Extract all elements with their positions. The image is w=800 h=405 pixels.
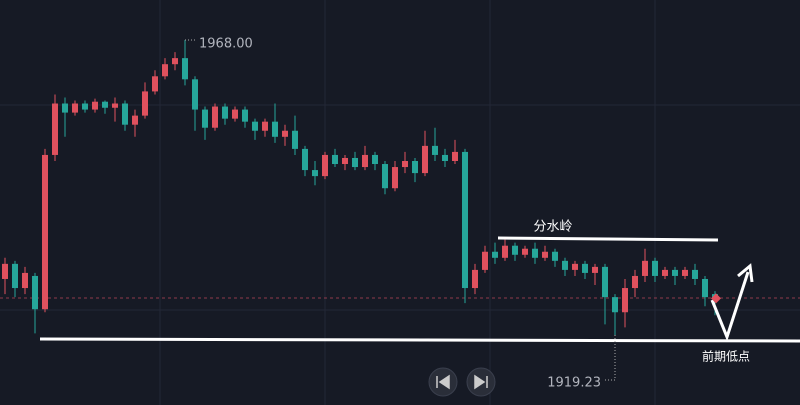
- candle-body: [182, 58, 188, 80]
- candle-body: [222, 106, 228, 119]
- candle-body: [272, 121, 278, 137]
- candle-body: [672, 269, 678, 276]
- candle-body: [52, 103, 58, 155]
- candle-body: [162, 64, 168, 77]
- candle-body: [92, 101, 98, 110]
- high-label: 1968.00: [199, 36, 253, 51]
- candle-body: [12, 263, 18, 289]
- low-label: 1919.23: [547, 376, 601, 391]
- candle-body: [502, 245, 508, 258]
- candle-body: [322, 154, 328, 177]
- candle-body: [602, 266, 608, 298]
- candle-body: [522, 248, 528, 255]
- candle-body: [142, 91, 148, 116]
- candle-body: [22, 272, 28, 289]
- candle-body: [462, 151, 468, 289]
- candle-body: [512, 245, 518, 255]
- candle-body: [252, 121, 258, 131]
- candle-body: [692, 269, 698, 279]
- candle-body: [352, 157, 358, 168]
- candle-body: [42, 154, 48, 310]
- candle-body: [122, 103, 128, 125]
- candle-body: [442, 154, 448, 161]
- candle-body: [572, 263, 578, 270]
- candle-body: [132, 115, 138, 125]
- candle-body: [422, 145, 428, 174]
- candle-body: [2, 263, 8, 279]
- candle-body: [172, 58, 178, 65]
- candle-body: [212, 106, 218, 128]
- support-line: [39, 337, 800, 343]
- candle-body: [662, 269, 668, 276]
- candle-body: [682, 269, 688, 276]
- candle-body: [432, 145, 438, 155]
- candle-body: [412, 160, 418, 174]
- candles: [2, 39, 718, 336]
- candle-body: [82, 103, 88, 110]
- candle-body: [582, 263, 588, 273]
- last-price-marker: [711, 293, 721, 304]
- candle-body: [312, 170, 318, 177]
- candle-body: [282, 130, 288, 137]
- watershed-label: 分水岭: [533, 220, 572, 235]
- candle-body: [612, 297, 618, 313]
- candle-body: [362, 154, 368, 168]
- prior-low-label: 前期低点: [702, 349, 750, 364]
- candle-body: [342, 157, 348, 165]
- candle-body: [642, 260, 648, 276]
- candle-body: [632, 275, 638, 289]
- candle-body: [72, 103, 78, 113]
- candle-body: [702, 278, 708, 298]
- prev-icon: [436, 374, 450, 390]
- candle-body: [622, 288, 628, 313]
- candle-body: [552, 251, 558, 261]
- nav-buttons: [428, 367, 496, 397]
- candle-body: [192, 79, 198, 110]
- candle-body: [372, 154, 378, 165]
- candle-body: [402, 160, 408, 168]
- candle-body: [102, 101, 108, 108]
- candle-body: [202, 109, 208, 128]
- candle-body: [32, 275, 38, 310]
- candle-body: [292, 130, 298, 149]
- candle-body: [542, 251, 548, 258]
- candle-body: [232, 109, 238, 119]
- watershed-line: [497, 236, 719, 242]
- arrow-head: [737, 263, 754, 283]
- candle-body: [392, 167, 398, 189]
- candle-body: [62, 103, 68, 113]
- candle-body: [242, 109, 248, 122]
- candle-body: [112, 103, 118, 108]
- candle-body: [492, 251, 498, 258]
- candle-body: [562, 260, 568, 270]
- candle-body: [592, 266, 598, 273]
- candle-body: [382, 164, 388, 189]
- candle-body: [262, 121, 268, 131]
- candle-body: [652, 260, 658, 276]
- candle-body: [152, 76, 158, 92]
- arrow: [710, 271, 750, 342]
- next-icon: [474, 374, 488, 390]
- candle-body: [472, 269, 478, 289]
- candle-body: [452, 151, 458, 161]
- candle-body: [302, 148, 308, 171]
- candle-body: [332, 154, 338, 165]
- candle-body: [532, 248, 538, 258]
- candle-body: [482, 251, 488, 270]
